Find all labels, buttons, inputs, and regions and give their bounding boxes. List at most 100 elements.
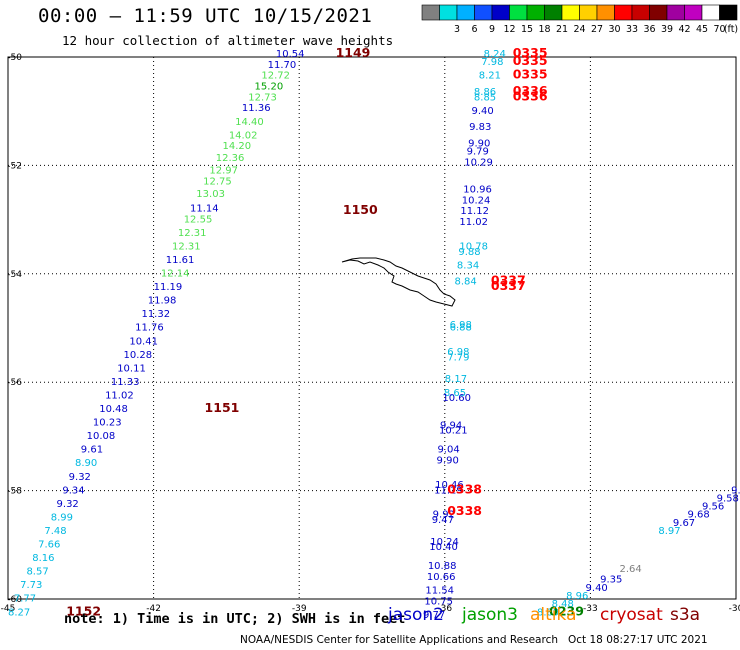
swh-value: 12.75 xyxy=(203,176,232,187)
swh-value: 10.54 xyxy=(276,49,305,60)
pass-time-label: 0338 xyxy=(447,481,482,496)
pass-time-label: 0336 xyxy=(513,88,548,103)
pass-time-label: 0337 xyxy=(491,273,526,288)
pass-time-labels: 1149115011511152033503350335033603360337… xyxy=(66,45,584,618)
swh-value: 11.19 xyxy=(434,485,463,496)
scale-tick-label: 18 xyxy=(538,24,550,35)
swh-value: 12.31 xyxy=(172,241,201,252)
swh-value: 12.14 xyxy=(161,269,190,280)
lon-tick-label: -30 xyxy=(729,604,740,614)
scale-tick-label: 70 xyxy=(713,24,725,35)
swh-value: 12.31 xyxy=(178,228,207,239)
swh-value: 9.35 xyxy=(600,575,622,586)
scale-swatch xyxy=(631,4,650,21)
swh-value: 10.48 xyxy=(99,404,128,415)
swh-value: 11.76 xyxy=(135,323,164,334)
scale-unit-label: (ft) xyxy=(724,24,738,35)
swh-value: 8.97 xyxy=(658,526,680,537)
swh-value: 9.32 xyxy=(69,472,91,483)
swh-value: 9.67 xyxy=(673,518,695,529)
lon-tick-label: -36 xyxy=(437,604,452,614)
page-title: 00:00 — 11:59 UTC 10/15/2021 xyxy=(38,5,373,27)
scale-tick-label: 33 xyxy=(626,24,638,35)
swh-value: 6.98 xyxy=(450,320,472,331)
swh-value: 9.90 xyxy=(437,456,459,467)
swh-value: 12.55 xyxy=(184,214,213,225)
swh-value: 10.96 xyxy=(463,185,492,196)
swh-value: 8.21 xyxy=(479,71,501,82)
swh-value: 8.16 xyxy=(32,553,54,564)
scale-swatch xyxy=(421,4,440,21)
swh-value: 9.47 xyxy=(432,515,454,526)
swh-value: 9.34 xyxy=(62,485,84,496)
swh-value: 10.60 xyxy=(442,393,471,404)
swh-value: 10.24 xyxy=(430,537,459,548)
swh-value: 6.98 xyxy=(447,347,469,358)
lon-tick-label: -45 xyxy=(1,604,16,614)
scale-swatch xyxy=(684,4,703,21)
swh-value: 8.57 xyxy=(26,567,48,578)
pass-time-label: 1150 xyxy=(343,202,378,217)
swh-value: 9.89 xyxy=(731,485,740,496)
swh-value: 2.64 xyxy=(620,564,642,575)
swh-value: 8.86 xyxy=(474,87,496,98)
scale-tick-label: 39 xyxy=(661,24,673,35)
mission-jason2: jason2 xyxy=(388,605,444,625)
swh-value: 10.46 xyxy=(435,480,464,491)
graticule xyxy=(8,57,736,599)
scale-tick-label: 42 xyxy=(678,24,690,35)
swh-value: 8.48 xyxy=(552,599,574,610)
swh-value: 11.61 xyxy=(166,255,195,266)
swh-value: 14.20 xyxy=(223,141,252,152)
scale-swatch xyxy=(526,4,545,21)
swh-value: 10.78 xyxy=(459,241,488,252)
swh-value: 9.61 xyxy=(81,445,103,456)
swh-value: 11.70 xyxy=(268,60,297,71)
swh-value: 9.32 xyxy=(57,499,79,510)
swh-value: 10.23 xyxy=(93,418,122,429)
swh-value: 11.02 xyxy=(459,217,488,228)
swh-value: 10.88 xyxy=(428,561,457,572)
scale-swatch xyxy=(701,4,720,21)
swh-value: 10.66 xyxy=(427,572,456,583)
swh-value: 8.84 xyxy=(455,277,477,288)
scale-swatch xyxy=(649,4,668,21)
scale-swatch xyxy=(509,4,528,21)
swh-value: 10.40 xyxy=(429,542,458,553)
swh-value: 11.33 xyxy=(111,377,140,388)
swh-value: 8.90 xyxy=(75,458,97,469)
scale-swatch xyxy=(719,4,738,21)
swh-value: 7.79 xyxy=(447,353,469,364)
swh-value: 13.03 xyxy=(196,189,225,200)
color-scale-legend: 3 6 9 12 15 18 21 24 27 30 33 36 39 42 45 70(ft) xyxy=(421,4,738,35)
scale-swatch xyxy=(579,4,598,21)
scale-tick-label: 21 xyxy=(556,24,568,35)
swh-value: 8.85 xyxy=(474,92,496,103)
scale-swatch xyxy=(596,4,615,21)
swh-value: 9.90 xyxy=(468,138,490,149)
island-coastline xyxy=(341,257,456,307)
swh-value: 10.24 xyxy=(462,195,491,206)
swh-value: 9.92 xyxy=(433,510,455,521)
swh-value: 10.75 xyxy=(424,596,453,607)
footer-credit: NOAA/NESDIS Center for Satellite Applica… xyxy=(240,634,708,646)
swh-value: 9.94 xyxy=(440,420,462,431)
pass-time-label: 1151 xyxy=(205,400,240,415)
mission-cryosat: cryosat xyxy=(600,605,663,625)
swh-value: 11.36 xyxy=(242,103,271,114)
swh-value: 7.98 xyxy=(481,57,503,68)
swh-value: 10.08 xyxy=(87,431,116,442)
swh-value: 9.58 xyxy=(717,493,739,504)
swh-value: 9.68 xyxy=(687,510,709,521)
swh-value: 8.99 xyxy=(51,512,73,523)
scale-swatch xyxy=(474,4,493,21)
pass-time-label: 0337 xyxy=(491,278,526,293)
swh-value: 11.19 xyxy=(154,282,183,293)
swh-value: 9.77 xyxy=(423,610,445,621)
scale-swatch xyxy=(456,4,475,21)
pass-time-label: 0335 xyxy=(513,53,548,68)
swh-value: 8.24 xyxy=(484,49,506,60)
swh-value: 7.77 xyxy=(14,594,36,605)
scale-swatch xyxy=(491,4,510,21)
swh-value: 15.20 xyxy=(255,82,284,93)
